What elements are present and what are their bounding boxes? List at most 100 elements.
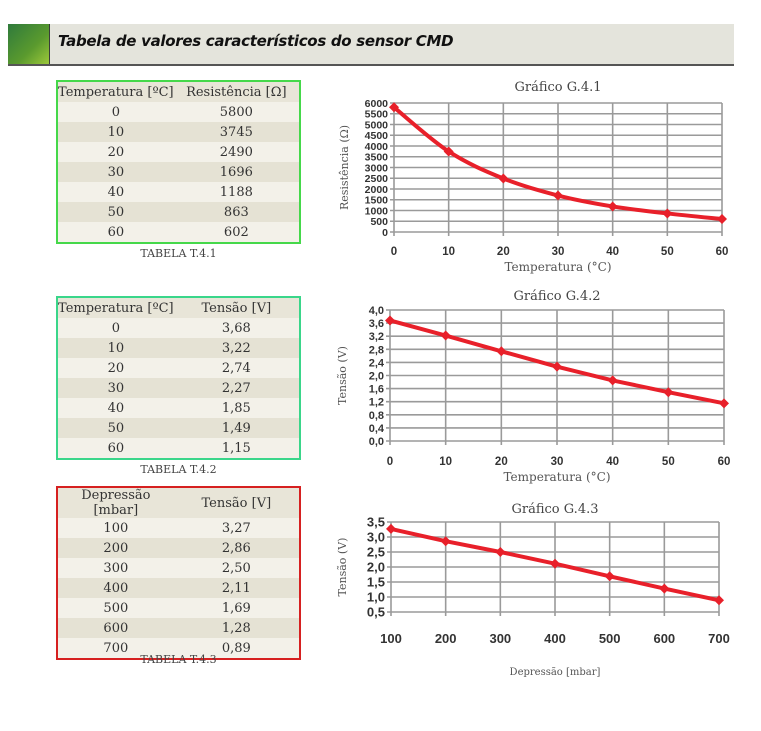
- y-tick-label: 3,0: [367, 530, 385, 545]
- y-tick-label: 3,2: [369, 331, 384, 343]
- y-tick-label: 1,5: [367, 575, 385, 590]
- x-tick-label: 30: [551, 456, 564, 468]
- x-tick-label: 50: [661, 246, 674, 258]
- table-caption: TABELA T.4.2: [140, 463, 217, 476]
- chart-title: Gráfico G.4.3: [512, 502, 599, 517]
- table-body: 0 5800 10 3745 20 2490 30 1696 40 1188 50 863 60 602: [58, 102, 299, 242]
- table-row: 40 1,85: [58, 398, 299, 418]
- x-tick-label: 700: [708, 631, 730, 646]
- table-cell: 3,27: [173, 518, 299, 538]
- y-tick-label: 0,4: [369, 423, 385, 435]
- x-tick-label: 0: [387, 456, 393, 468]
- column-header: Resistência [Ω]: [173, 82, 299, 102]
- chart-g42: Gráfico G.4.2 0,00,40,81,21,6 2,02,42,83,2…: [336, 289, 731, 484]
- x-tick-label: 10: [442, 246, 455, 258]
- y-tick-label: 2500: [365, 173, 389, 185]
- table-row: 300 2,50: [58, 558, 299, 578]
- y-tick-label: 3,5: [367, 515, 385, 530]
- table-caption: TABELA T.4.3: [140, 653, 217, 666]
- y-axis-label: Tensão (V): [336, 538, 349, 597]
- x-tick-label: 20: [497, 246, 510, 258]
- table-cell: 30: [58, 378, 174, 398]
- y-axis-label: Tensão (V): [336, 346, 349, 405]
- table-cell: 60: [58, 438, 174, 458]
- x-tick-label: 500: [599, 631, 621, 646]
- y-tick-label: 6000: [365, 98, 389, 110]
- table-row: 60 1,15: [58, 438, 299, 458]
- x-tick-label: 40: [606, 456, 619, 468]
- table-cell: 2490: [173, 142, 299, 162]
- y-tick-label: 0: [382, 227, 388, 239]
- table-cell: 5800: [173, 102, 299, 122]
- table-cell: 20: [58, 358, 174, 378]
- y-tick-label: 2000: [365, 184, 389, 196]
- table-cell: 2,86: [173, 538, 299, 558]
- table-cell: 1,28: [173, 618, 299, 638]
- table-row: 30 1696: [58, 162, 299, 182]
- table-row: 200 2,86: [58, 538, 299, 558]
- data-point-marker: [386, 523, 396, 534]
- table-row: 10 3,22: [58, 338, 299, 358]
- table-row: 30 2,27: [58, 378, 299, 398]
- x-tick-label: 60: [718, 456, 731, 468]
- chart-title: Gráfico G.4.2: [514, 289, 601, 304]
- y-tick-label: 2,0: [369, 370, 384, 382]
- y-tick-label: 1,2: [369, 397, 384, 409]
- data-point-marker: [553, 190, 563, 201]
- table-cell: 2,50: [173, 558, 299, 578]
- table-cell: 50: [58, 418, 174, 438]
- table-row: 20 2490: [58, 142, 299, 162]
- table-row: 10 3745: [58, 122, 299, 142]
- x-axis-label: Depressão [mbar]: [510, 667, 601, 678]
- table-row: 500 1,69: [58, 598, 299, 618]
- table-cell: 600: [58, 618, 174, 638]
- table-row: 0 5800: [58, 102, 299, 122]
- table-cell: 40: [58, 182, 174, 202]
- table-cell: 2,11: [173, 578, 299, 598]
- column-header: Temperatura [ºC]: [58, 82, 174, 102]
- table-cell: 50: [58, 202, 174, 222]
- table-cell: 0: [58, 102, 174, 122]
- y-tick-label: 2,4: [369, 357, 385, 369]
- x-tick-label: 400: [544, 631, 566, 646]
- data-point-marker: [552, 361, 562, 372]
- x-tick-label: 30: [552, 246, 565, 258]
- y-tick-label: 2,0: [367, 560, 385, 575]
- table-row: 40 1188: [58, 182, 299, 202]
- x-tick-label: 10: [439, 456, 452, 468]
- data-point-marker: [550, 558, 560, 569]
- data-point-marker: [662, 208, 673, 219]
- y-tick-label: 1,0: [367, 590, 385, 605]
- header-color-swatch: [8, 24, 50, 64]
- table-cell: 30: [58, 162, 174, 182]
- data-point-marker: [659, 583, 670, 594]
- table-row: 700 0,89: [58, 638, 299, 658]
- y-tick-label: 4500: [365, 130, 389, 142]
- y-tick-label: 1000: [365, 205, 389, 217]
- chart-g43: Gráfico G.4.3 0,51,01,52,02,53,03,5 100 200…: [336, 502, 730, 678]
- x-tick-label: 40: [606, 246, 619, 258]
- data-point-marker: [714, 595, 724, 606]
- y-tick-label: 5500: [365, 109, 389, 121]
- column-header: Depressão [mbar]: [58, 488, 174, 518]
- table-cell: 500: [58, 598, 174, 618]
- table-cell: 700: [58, 638, 174, 658]
- y-tick-label: 3500: [365, 152, 389, 164]
- table-cell: 10: [58, 122, 174, 142]
- table-cell: 1,49: [173, 418, 299, 438]
- chart-title: Gráfico G.4.1: [515, 80, 602, 95]
- table-cell: 1696: [173, 162, 299, 182]
- table-t41: Temperatura [ºC] Resistência [Ω] 0 5800 10…: [56, 80, 301, 244]
- data-point-marker: [389, 102, 399, 113]
- y-tick-label: 3,6: [369, 318, 384, 330]
- data-point-marker: [719, 398, 729, 409]
- y-tick-label: 1,6: [369, 384, 384, 396]
- table-cell: 3,22: [173, 338, 299, 358]
- table-cell: 20: [58, 142, 174, 162]
- table-row: 50 863: [58, 202, 299, 222]
- x-tick-label: 100: [380, 631, 402, 646]
- data-point-marker: [607, 375, 618, 386]
- x-tick-label: 20: [495, 456, 508, 468]
- table-cell: 300: [58, 558, 174, 578]
- x-tick-label: 60: [716, 246, 729, 258]
